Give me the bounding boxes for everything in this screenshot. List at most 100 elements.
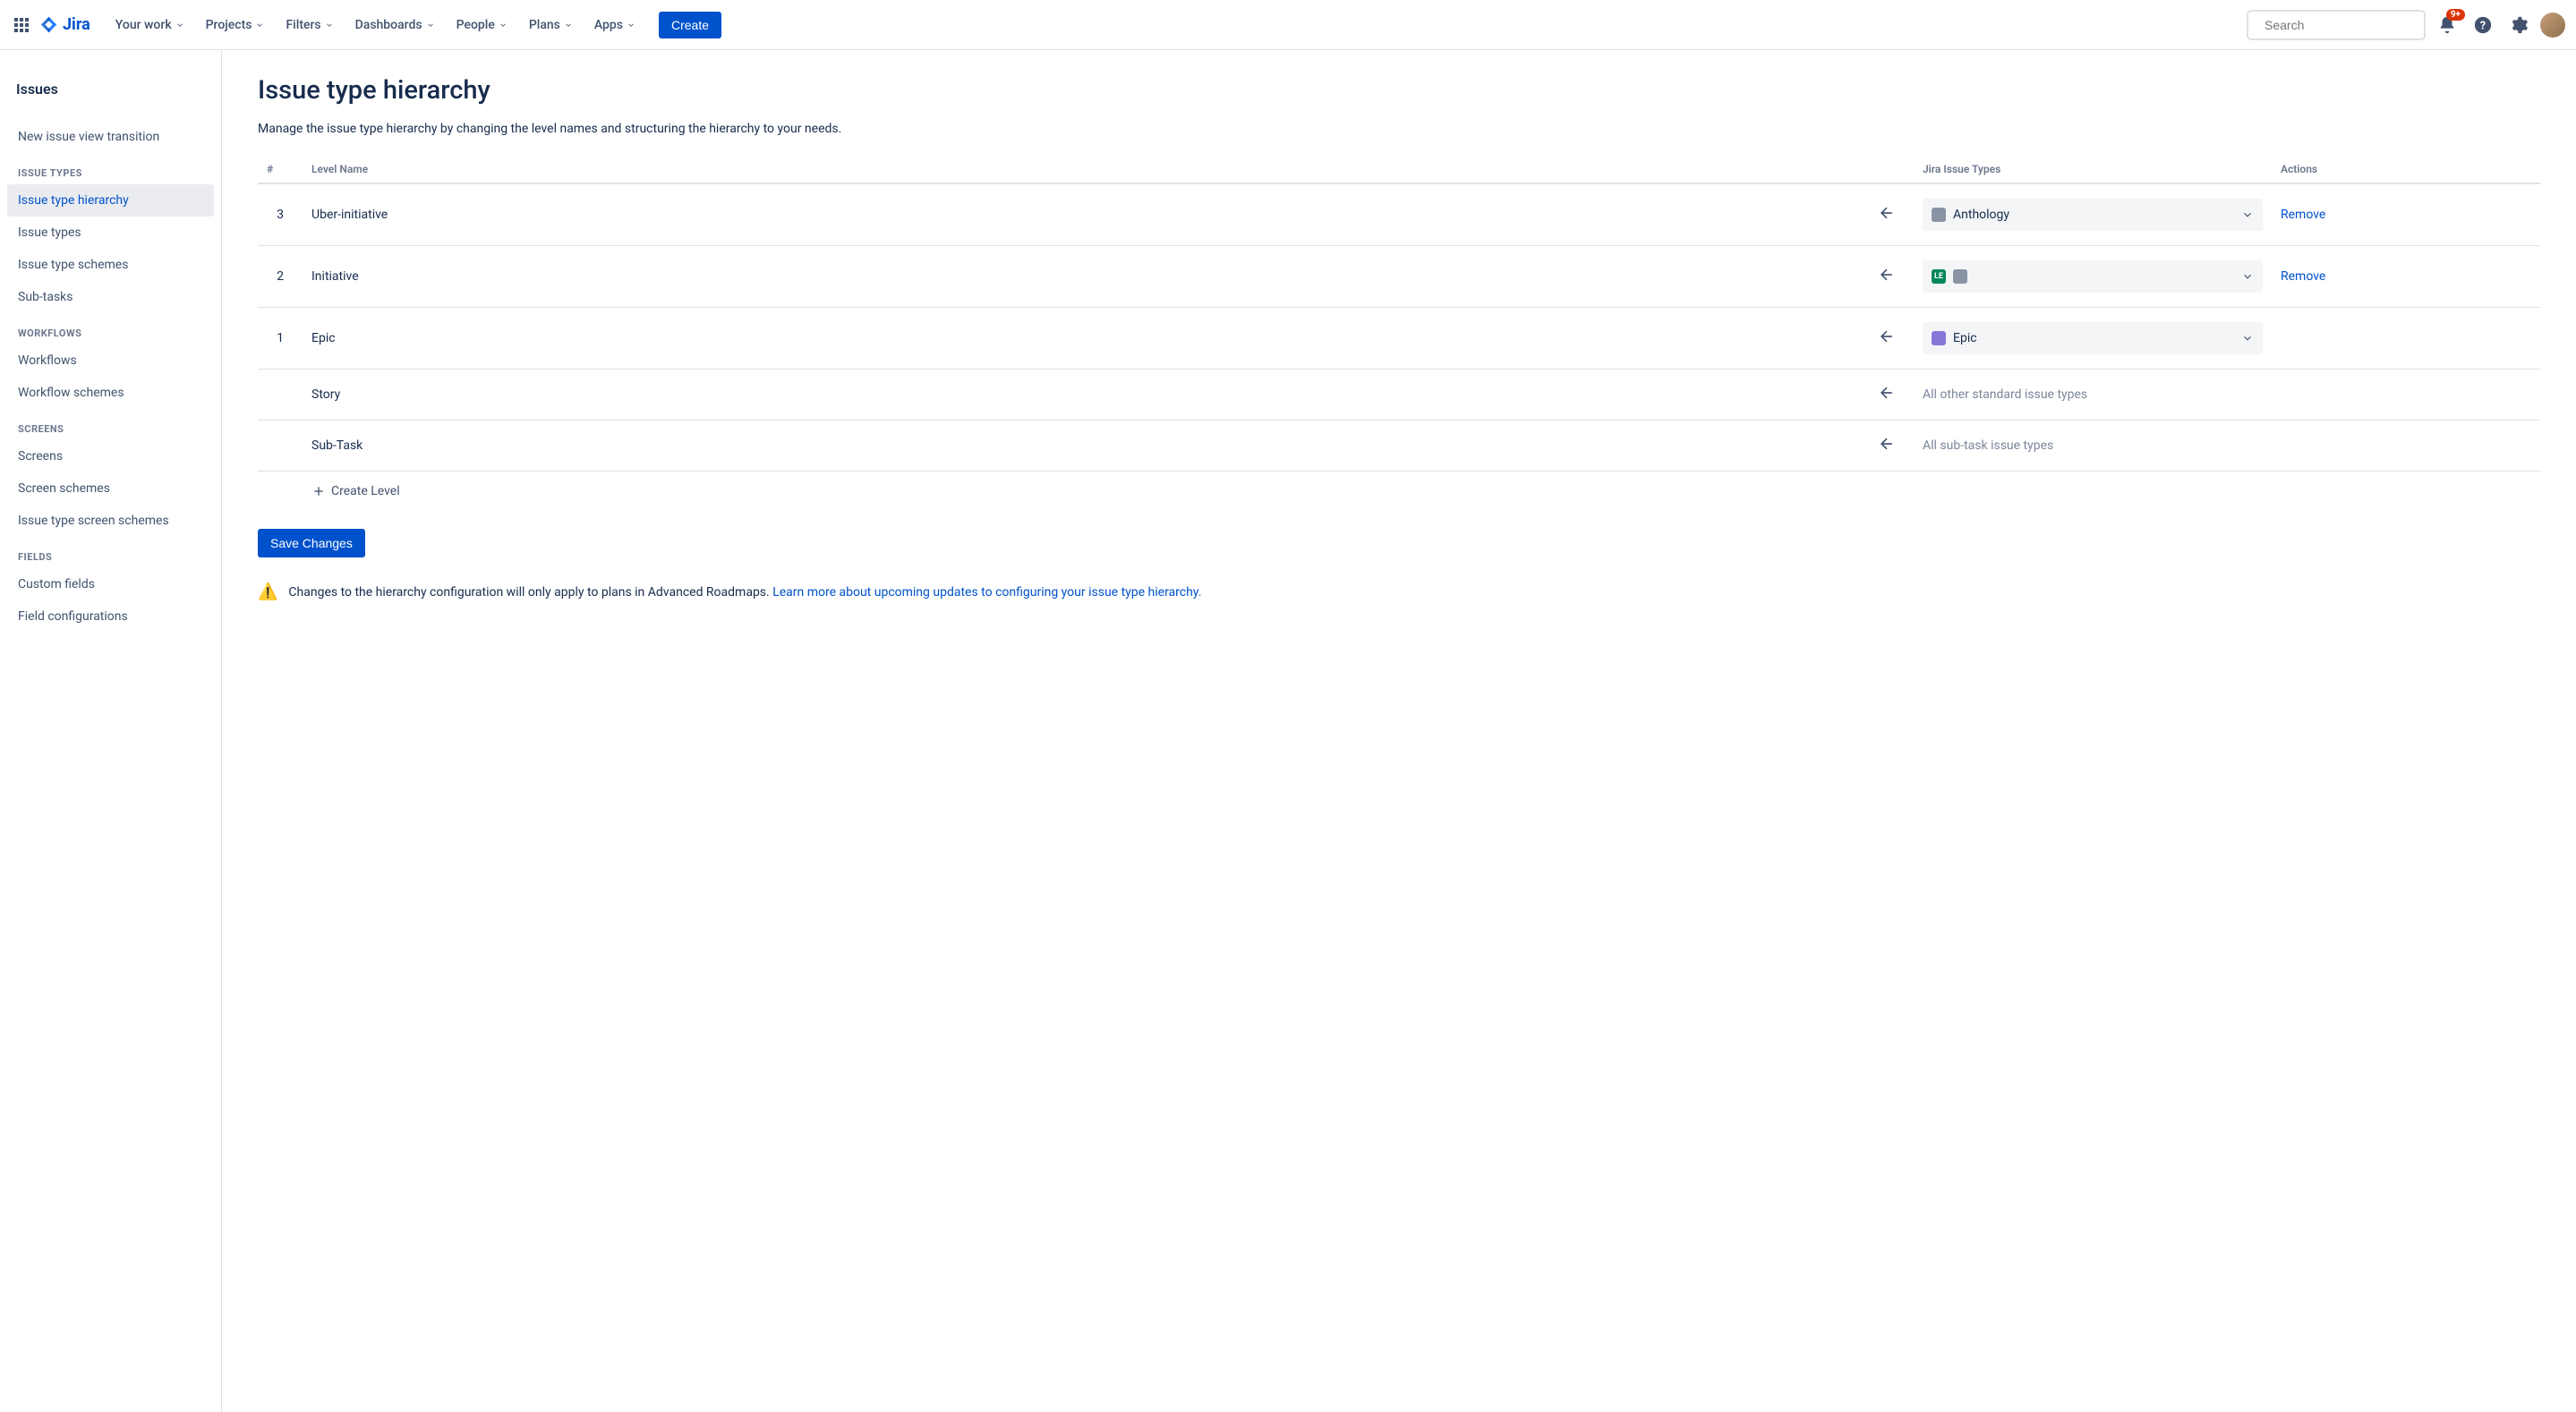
chevron-down-icon: [2241, 332, 2254, 344]
arrow-left-icon: [1878, 327, 1896, 345]
arrow-left-icon: [1878, 266, 1896, 284]
sidebar-item-screens[interactable]: Screens: [7, 440, 214, 472]
create-button[interactable]: Create: [659, 12, 721, 38]
table-row: 2Initiative LE Remove: [258, 246, 2540, 308]
sidebar-item-issue-type-hierarchy[interactable]: Issue type hierarchy: [7, 184, 214, 217]
row-number: 3: [258, 183, 303, 246]
sidebar-heading[interactable]: Issues: [7, 72, 214, 106]
sidebar-item-custom-fields[interactable]: Custom fields: [7, 568, 214, 600]
jira-logo-text: Jira: [63, 15, 90, 34]
chevron-down-icon: [2241, 208, 2254, 221]
nav-item-filters[interactable]: Filters: [277, 13, 342, 38]
chevron-down-icon: [426, 21, 435, 30]
arrow-left-icon: [1878, 384, 1896, 402]
chevron-down-icon: [175, 21, 184, 30]
issue-type-select[interactable]: Epic: [1923, 322, 2263, 354]
sidebar-top-link[interactable]: New issue view transition: [7, 121, 214, 153]
issue-type-select[interactable]: LE: [1923, 260, 2263, 293]
table-row: StoryAll other standard issue types: [258, 370, 2540, 421]
profile-avatar[interactable]: [2540, 13, 2565, 38]
arrow-left-icon: [1878, 204, 1896, 222]
main-content: Issue type hierarchy Manage the issue ty…: [222, 50, 2576, 1412]
nav-item-label: People: [456, 18, 495, 32]
sidebar-item-workflow-schemes[interactable]: Workflow schemes: [7, 377, 214, 409]
col-header-types: Jira Issue Types: [1914, 156, 2272, 183]
sidebar-group-title: SCREENS: [7, 409, 214, 440]
plus-icon: [311, 484, 326, 498]
warning-icon: ⚠️: [258, 583, 277, 601]
app-switcher[interactable]: [11, 14, 32, 36]
nav-item-label: Apps: [594, 18, 623, 32]
sidebar-item-issue-type-schemes[interactable]: Issue type schemes: [7, 249, 214, 281]
row-arrow[interactable]: [1860, 308, 1914, 370]
notice: ⚠️ Changes to the hierarchy configuratio…: [258, 583, 2540, 601]
row-level-name: Initiative: [303, 246, 1860, 308]
nav-item-label: Plans: [529, 18, 560, 32]
chevron-down-icon: [627, 21, 635, 30]
help-button[interactable]: ?: [2469, 11, 2497, 39]
nav-items: Your work Projects FiltersDashboards People…: [107, 13, 644, 38]
sidebar-group-title: WORKFLOWS: [7, 313, 214, 344]
issue-type-select[interactable]: Anthology: [1923, 199, 2263, 231]
nav-item-dashboards[interactable]: Dashboards: [346, 13, 444, 38]
gear-icon: [2509, 15, 2529, 35]
table-row: Sub-TaskAll sub-task issue types: [258, 421, 2540, 472]
nav-item-people[interactable]: People: [448, 13, 516, 38]
col-header-name: Level Name: [303, 156, 1860, 183]
row-arrow[interactable]: [1860, 421, 1914, 472]
remove-link[interactable]: Remove: [2281, 208, 2325, 222]
notice-text: Changes to the hierarchy configuration w…: [288, 585, 772, 600]
page-description: Manage the issue type hierarchy by chang…: [258, 122, 2540, 136]
col-header-actions: Actions: [2272, 156, 2540, 183]
chevron-down-icon: [564, 21, 573, 30]
remove-link[interactable]: Remove: [2281, 269, 2325, 284]
row-level-name: Sub-Task: [303, 421, 1860, 472]
notification-badge: 9+: [2446, 9, 2465, 21]
row-number: 2: [258, 246, 303, 308]
page-title: Issue type hierarchy: [258, 75, 2540, 106]
settings-button[interactable]: [2504, 11, 2533, 39]
sidebar: Issues New issue view transition ISSUE T…: [0, 50, 222, 1412]
sidebar-item-field-configurations[interactable]: Field configurations: [7, 600, 214, 633]
search-input[interactable]: [2265, 18, 2427, 32]
chevron-down-icon: [325, 21, 334, 30]
search-box[interactable]: [2247, 10, 2426, 40]
sidebar-item-sub-tasks[interactable]: Sub-tasks: [7, 281, 214, 313]
col-header-num: #: [258, 156, 303, 183]
nav-item-label: Your work: [115, 18, 172, 32]
hierarchy-table: # Level Name Jira Issue Types Actions 3U…: [258, 156, 2540, 472]
sidebar-item-issue-type-screen-schemes[interactable]: Issue type screen schemes: [7, 505, 214, 537]
row-arrow[interactable]: [1860, 246, 1914, 308]
notice-link[interactable]: Learn more about upcoming updates to con…: [772, 585, 1201, 600]
jira-logo[interactable]: Jira: [39, 15, 90, 35]
nav-item-label: Projects: [206, 18, 252, 32]
nav-item-projects[interactable]: Projects: [197, 13, 274, 38]
row-level-name: Uber-initiative: [303, 183, 1860, 246]
svg-text:?: ?: [2480, 19, 2486, 32]
notifications-button[interactable]: 9+: [2433, 11, 2461, 39]
sidebar-item-issue-types[interactable]: Issue types: [7, 217, 214, 249]
row-arrow[interactable]: [1860, 183, 1914, 246]
issue-type-tag: [1932, 331, 1946, 345]
sidebar-group-title: FIELDS: [7, 537, 214, 568]
nav-item-your-work[interactable]: Your work: [107, 13, 193, 38]
nav-item-apps[interactable]: Apps: [585, 13, 644, 38]
issue-type-tag: [1932, 208, 1946, 222]
sidebar-item-workflows[interactable]: Workflows: [7, 344, 214, 377]
issue-type-tag: LE: [1932, 269, 1946, 284]
chevron-down-icon: [499, 21, 508, 30]
sidebar-item-screen-schemes[interactable]: Screen schemes: [7, 472, 214, 505]
chevron-down-icon: [255, 21, 264, 30]
issue-type-label: Epic: [1953, 331, 1977, 345]
save-changes-button[interactable]: Save Changes: [258, 529, 365, 557]
row-level-name: Epic: [303, 308, 1860, 370]
row-arrow[interactable]: [1860, 370, 1914, 421]
row-level-name: Story: [303, 370, 1860, 421]
help-icon: ?: [2473, 15, 2493, 35]
row-number: [258, 370, 303, 421]
issue-type-label: Anthology: [1953, 208, 2009, 222]
create-level-button[interactable]: Create Level: [258, 472, 2540, 511]
nav-item-plans[interactable]: Plans: [520, 13, 582, 38]
app-switcher-icon: [14, 18, 29, 32]
arrow-left-icon: [1878, 435, 1896, 453]
